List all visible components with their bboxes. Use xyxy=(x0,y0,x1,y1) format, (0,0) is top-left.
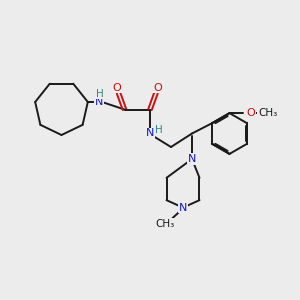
Text: N: N xyxy=(146,128,154,139)
Text: CH₃: CH₃ xyxy=(155,219,175,229)
Text: O: O xyxy=(112,82,122,93)
Text: N: N xyxy=(188,154,196,164)
Text: O: O xyxy=(246,108,255,118)
Text: N: N xyxy=(179,202,187,213)
Text: H: H xyxy=(96,88,104,99)
Text: H: H xyxy=(154,124,162,135)
Text: O: O xyxy=(153,82,162,93)
Text: CH₃: CH₃ xyxy=(258,108,278,118)
Text: N: N xyxy=(95,97,103,107)
